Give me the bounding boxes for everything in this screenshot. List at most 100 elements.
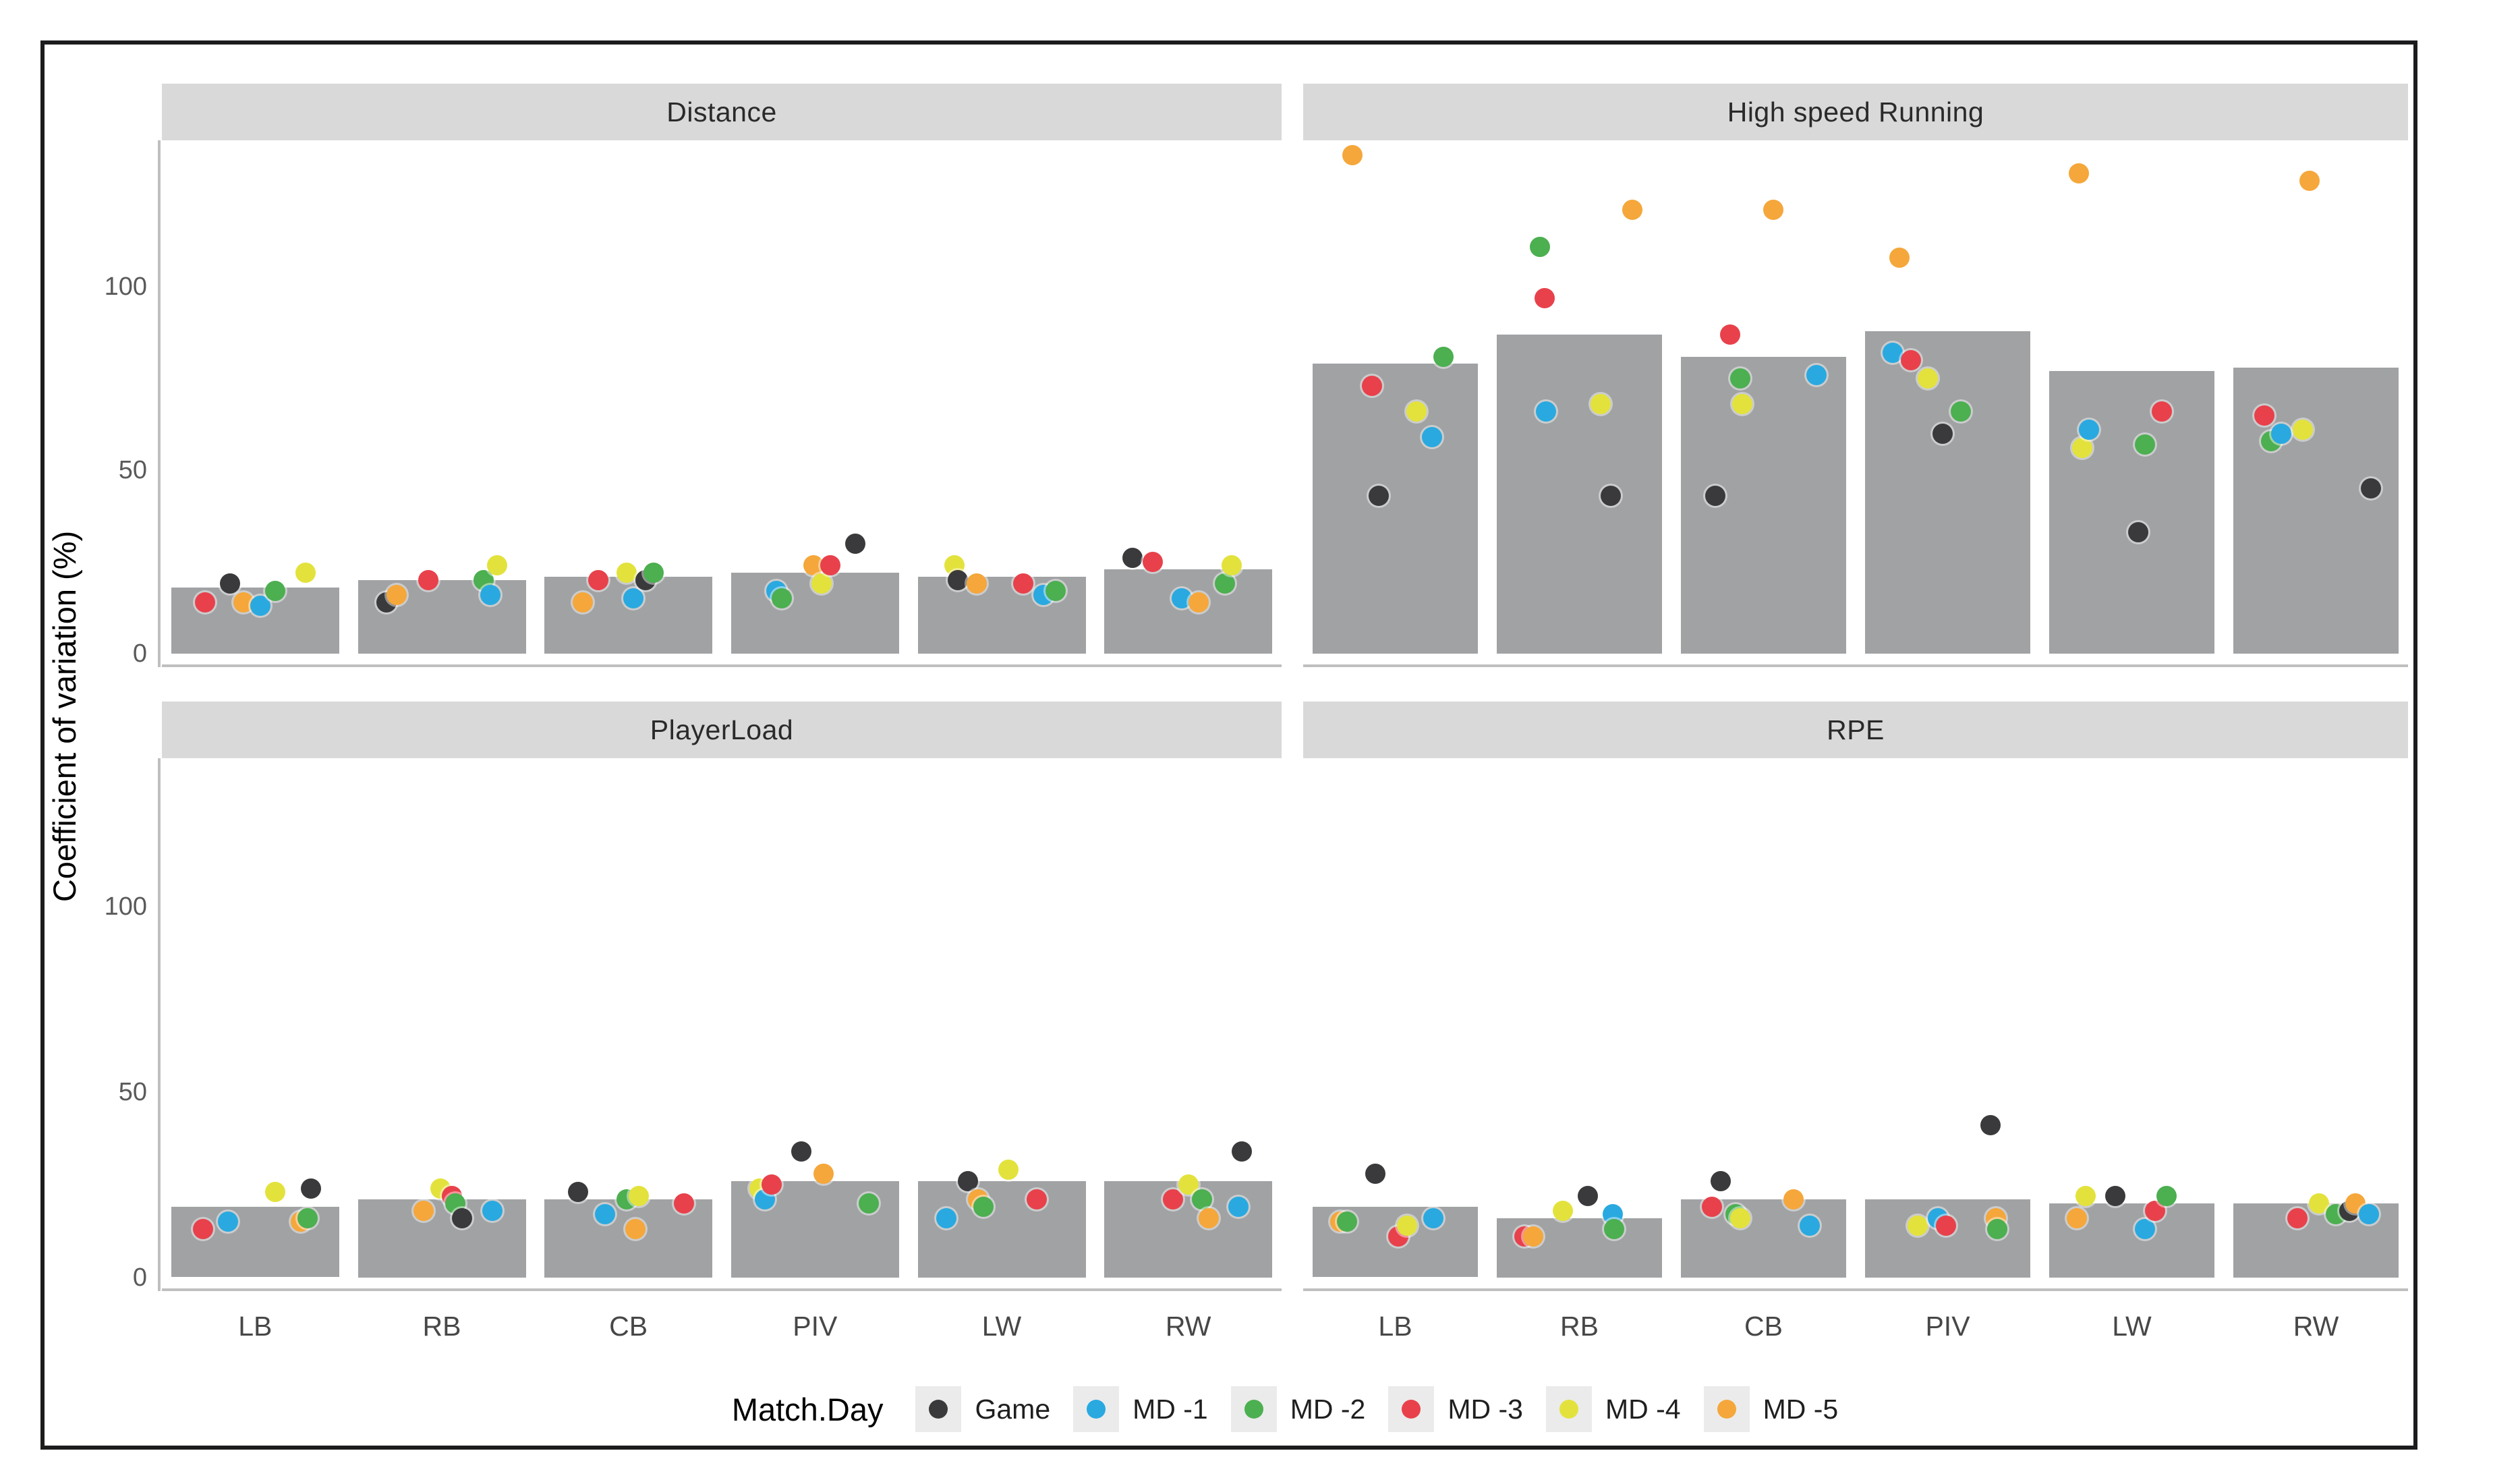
jitter-point-md1 [1883, 343, 1903, 364]
jitter-point-md2 [1604, 1219, 1625, 1240]
jitter-point-md5 [2068, 163, 2089, 183]
bar-RW [1104, 1180, 1273, 1278]
jitter-point-game [300, 1178, 321, 1199]
jitter-point-game [1932, 423, 1953, 444]
jitter-point-md4 [628, 1185, 649, 1206]
jitter-point-md2 [859, 1193, 879, 1214]
jitter-point-game [2128, 522, 2149, 543]
facet-strip: High speed Running [1303, 84, 2408, 140]
legend-dot-icon [1244, 1400, 1263, 1419]
legend-title: Match.Day [731, 1391, 884, 1427]
legend-key-md4 [1545, 1386, 1592, 1432]
legend-label: MD -5 [1763, 1393, 1839, 1425]
x-axis-line [1303, 664, 2408, 667]
jitter-point-game [2360, 478, 2381, 499]
bar-CB [544, 576, 713, 654]
facet-strip: RPE [1303, 702, 2408, 758]
jitter-point-game [2104, 1185, 2125, 1206]
jitter-point-md2 [973, 1197, 994, 1218]
jitter-point-md3 [1534, 287, 1555, 308]
jitter-point-game [1577, 1185, 1598, 1206]
jitter-point-md4 [265, 1182, 286, 1203]
jitter-point-md1 [1800, 1215, 1821, 1236]
jitter-point-md3 [1163, 1189, 1184, 1210]
jitter-point-game [1365, 1163, 1386, 1184]
jitter-point-game [451, 1207, 472, 1228]
jitter-point-md5 [966, 573, 987, 594]
jitter-point-game [1122, 548, 1143, 569]
facet-strip-title: RPE [1827, 714, 1885, 745]
jitter-point-md1 [2270, 423, 2291, 444]
jitter-point-game [1601, 486, 1622, 507]
jitter-point-md1 [218, 1212, 239, 1232]
legend-label: MD -3 [1448, 1393, 1523, 1425]
jitter-point-game [567, 1182, 588, 1203]
y-tick-label: 50 [118, 1077, 147, 1106]
jitter-point-md4 [1731, 394, 1752, 415]
jitter-point-md2 [2156, 1185, 2177, 1206]
jitter-point-md3 [1936, 1215, 1957, 1236]
jitter-point-md2 [1045, 581, 1066, 602]
legend-key-game [915, 1386, 962, 1432]
jitter-point-game [791, 1141, 812, 1162]
legend-dot-icon [1717, 1400, 1736, 1419]
jitter-point-md5 [1342, 144, 1363, 165]
jitter-point-md2 [1529, 236, 1550, 257]
y-axis-line [158, 758, 161, 1291]
jitter-point-md5 [1622, 200, 1643, 221]
jitter-point-md5 [413, 1200, 434, 1221]
x-tick-label-LB: LB [238, 1311, 273, 1342]
jitter-point-md5 [2299, 170, 2320, 191]
y-tick-label: 0 [132, 639, 147, 668]
jitter-point-md4 [2292, 420, 2313, 440]
jitter-point-game [1710, 1170, 1731, 1191]
legend-label: MD -4 [1605, 1393, 1681, 1425]
facet-strip-title: High speed Running [1727, 96, 1984, 127]
facet-strip: Distance [162, 84, 1282, 140]
bar-RB [1496, 334, 1663, 654]
jitter-point-md2 [1191, 1189, 1212, 1210]
facet-strip-title: Distance [666, 96, 777, 127]
jitter-point-md1 [623, 588, 644, 609]
jitter-point-md5 [625, 1219, 646, 1240]
jitter-point-md2 [1730, 368, 1751, 389]
x-tick-label-LB: LB [1378, 1311, 1412, 1342]
jitter-point-md3 [2254, 405, 2275, 426]
legend: Match.Day Game MD -1 MD -2 MD -3 MD -4 MD -5 [162, 1378, 2408, 1440]
jitter-point-md5 [573, 592, 594, 612]
jitter-point-md5 [1188, 592, 1209, 612]
jitter-point-md4 [2075, 1185, 2096, 1206]
jitter-point-md2 [1215, 573, 1236, 594]
bar-LW [917, 1180, 1086, 1278]
jitter-point-md1 [480, 584, 501, 605]
jitter-point-md5 [2067, 1207, 2088, 1228]
jitter-point-md5 [1198, 1207, 1219, 1228]
y-tick-label: 100 [104, 892, 147, 921]
legend-item-game: Game [915, 1386, 1050, 1432]
jitter-point-md4 [1406, 401, 1427, 422]
jitter-point-md1 [594, 1204, 615, 1225]
bar-PIV [1864, 1199, 2031, 1278]
jitter-point-md2 [1337, 1212, 1358, 1232]
legend-key-md1 [1073, 1386, 1120, 1432]
facet-strip-title: PlayerLoad [650, 714, 794, 745]
jitter-point-game [845, 533, 866, 554]
bar-LW [2049, 371, 2215, 654]
jitter-point-md1 [482, 1200, 503, 1221]
jitter-point-game [1980, 1115, 2001, 1136]
legend-dot-icon [929, 1400, 948, 1419]
x-axis-line [162, 664, 1282, 667]
jitter-point-md3 [418, 570, 439, 591]
facet-strip: PlayerLoad [162, 702, 1282, 758]
bar-RB [357, 580, 526, 654]
jitter-point-md2 [265, 581, 286, 602]
jitter-point-md1 [1421, 427, 1442, 448]
jitter-point-game [948, 570, 969, 591]
legend-item-md1: MD -1 [1073, 1386, 1208, 1432]
jitter-point-md4 [295, 563, 316, 583]
x-axis-line [162, 1288, 1282, 1291]
jitter-point-md3 [194, 592, 215, 612]
x-tick-label-RB: RB [1560, 1311, 1599, 1342]
